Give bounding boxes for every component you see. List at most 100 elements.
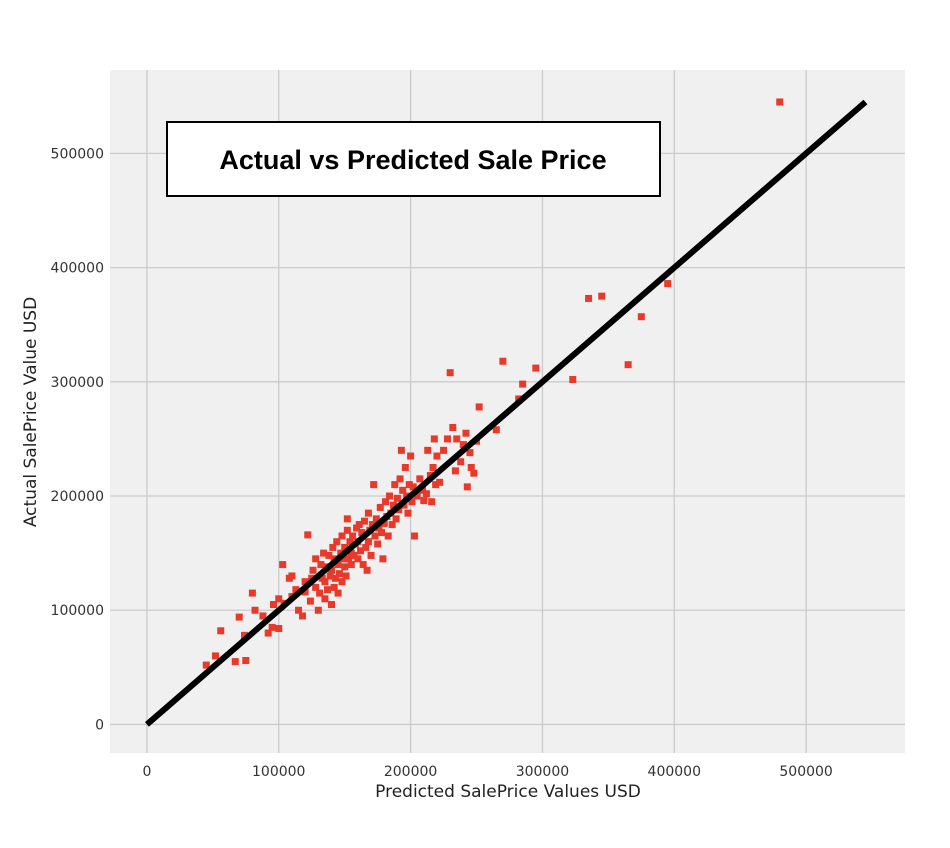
data-point — [432, 481, 440, 489]
data-point — [355, 521, 363, 529]
data-point — [376, 503, 384, 511]
data-point — [321, 578, 329, 586]
data-point — [453, 435, 461, 443]
data-point — [269, 601, 277, 609]
data-point — [411, 532, 419, 540]
data-point — [321, 595, 329, 603]
title-box: Actual vs Predicted Sale Price — [166, 121, 661, 197]
data-point — [356, 547, 364, 555]
data-point — [404, 509, 412, 517]
x-axis-label: Predicted SalePrice Values USD — [375, 782, 641, 802]
data-point — [492, 426, 500, 434]
data-point — [388, 521, 396, 529]
data-point — [396, 475, 404, 483]
data-point — [320, 549, 328, 557]
data-point — [433, 452, 441, 460]
data-point — [330, 583, 338, 591]
data-point — [418, 486, 426, 494]
data-point — [327, 601, 335, 609]
y-tick-label: 0 — [95, 717, 104, 733]
y-tick-label: 500000 — [51, 146, 104, 162]
data-point — [585, 294, 593, 302]
data-point — [309, 566, 317, 574]
data-point — [428, 498, 436, 506]
data-point — [372, 515, 380, 523]
data-point — [409, 483, 417, 491]
data-point — [354, 555, 362, 563]
data-point — [370, 481, 378, 489]
data-point — [301, 578, 309, 586]
data-point — [240, 631, 248, 639]
data-point — [446, 369, 454, 377]
data-point — [467, 463, 475, 471]
x-tick-label: 500000 — [779, 764, 832, 780]
data-point — [331, 574, 339, 582]
data-point — [429, 463, 437, 471]
data-point — [304, 531, 312, 539]
data-point — [776, 98, 784, 106]
data-point — [363, 566, 371, 574]
data-point — [569, 376, 577, 384]
data-point — [298, 612, 306, 620]
data-point — [327, 566, 335, 574]
data-point — [306, 597, 314, 605]
data-point — [312, 555, 320, 563]
data-point — [364, 509, 372, 517]
data-point — [334, 561, 342, 569]
data-point — [251, 606, 259, 614]
y-tick-label: 200000 — [51, 489, 104, 505]
data-point — [358, 529, 366, 537]
data-point — [268, 623, 276, 631]
data-point — [347, 561, 355, 569]
data-point — [343, 515, 351, 523]
data-point — [368, 521, 376, 529]
data-point — [664, 280, 672, 288]
data-point — [519, 380, 527, 388]
data-point — [314, 606, 322, 614]
x-tick-label: 300000 — [516, 764, 569, 780]
x-tick-labels: 0 100000 200000 300000 400000 500000 — [142, 764, 832, 780]
data-point — [637, 313, 645, 321]
data-point — [375, 524, 383, 532]
data-point — [279, 561, 287, 569]
data-point — [341, 543, 349, 551]
y-tick-label: 100000 — [51, 603, 104, 619]
data-point — [413, 492, 421, 500]
data-point — [401, 463, 409, 471]
data-point — [386, 492, 394, 500]
data-point — [384, 532, 392, 540]
data-point — [463, 483, 471, 491]
data-point — [405, 481, 413, 489]
data-point — [444, 435, 452, 443]
y-tick-labels: 0 100000 200000 300000 400000 500000 — [51, 146, 104, 733]
data-point — [335, 570, 343, 578]
data-point — [374, 540, 382, 548]
data-point — [393, 494, 401, 502]
data-point — [392, 515, 400, 523]
data-point — [364, 538, 372, 546]
data-point — [275, 625, 283, 633]
data-point — [329, 543, 337, 551]
data-point — [416, 475, 424, 483]
data-point — [242, 656, 250, 664]
data-point — [325, 551, 333, 559]
y-tick-label: 400000 — [51, 261, 104, 277]
data-point — [341, 563, 349, 571]
data-point — [466, 449, 474, 457]
data-point — [338, 578, 346, 586]
y-tick-label: 300000 — [51, 375, 104, 391]
data-point — [449, 423, 457, 431]
data-point — [324, 586, 332, 594]
data-point — [430, 435, 438, 443]
data-point — [397, 446, 405, 454]
data-point — [231, 658, 239, 666]
data-point — [338, 532, 346, 540]
data-point — [288, 572, 296, 580]
x-tick-label: 400000 — [648, 764, 701, 780]
data-point — [202, 661, 210, 669]
data-point — [343, 526, 351, 534]
data-point — [408, 498, 416, 506]
data-point — [440, 446, 448, 454]
data-point — [451, 467, 459, 475]
